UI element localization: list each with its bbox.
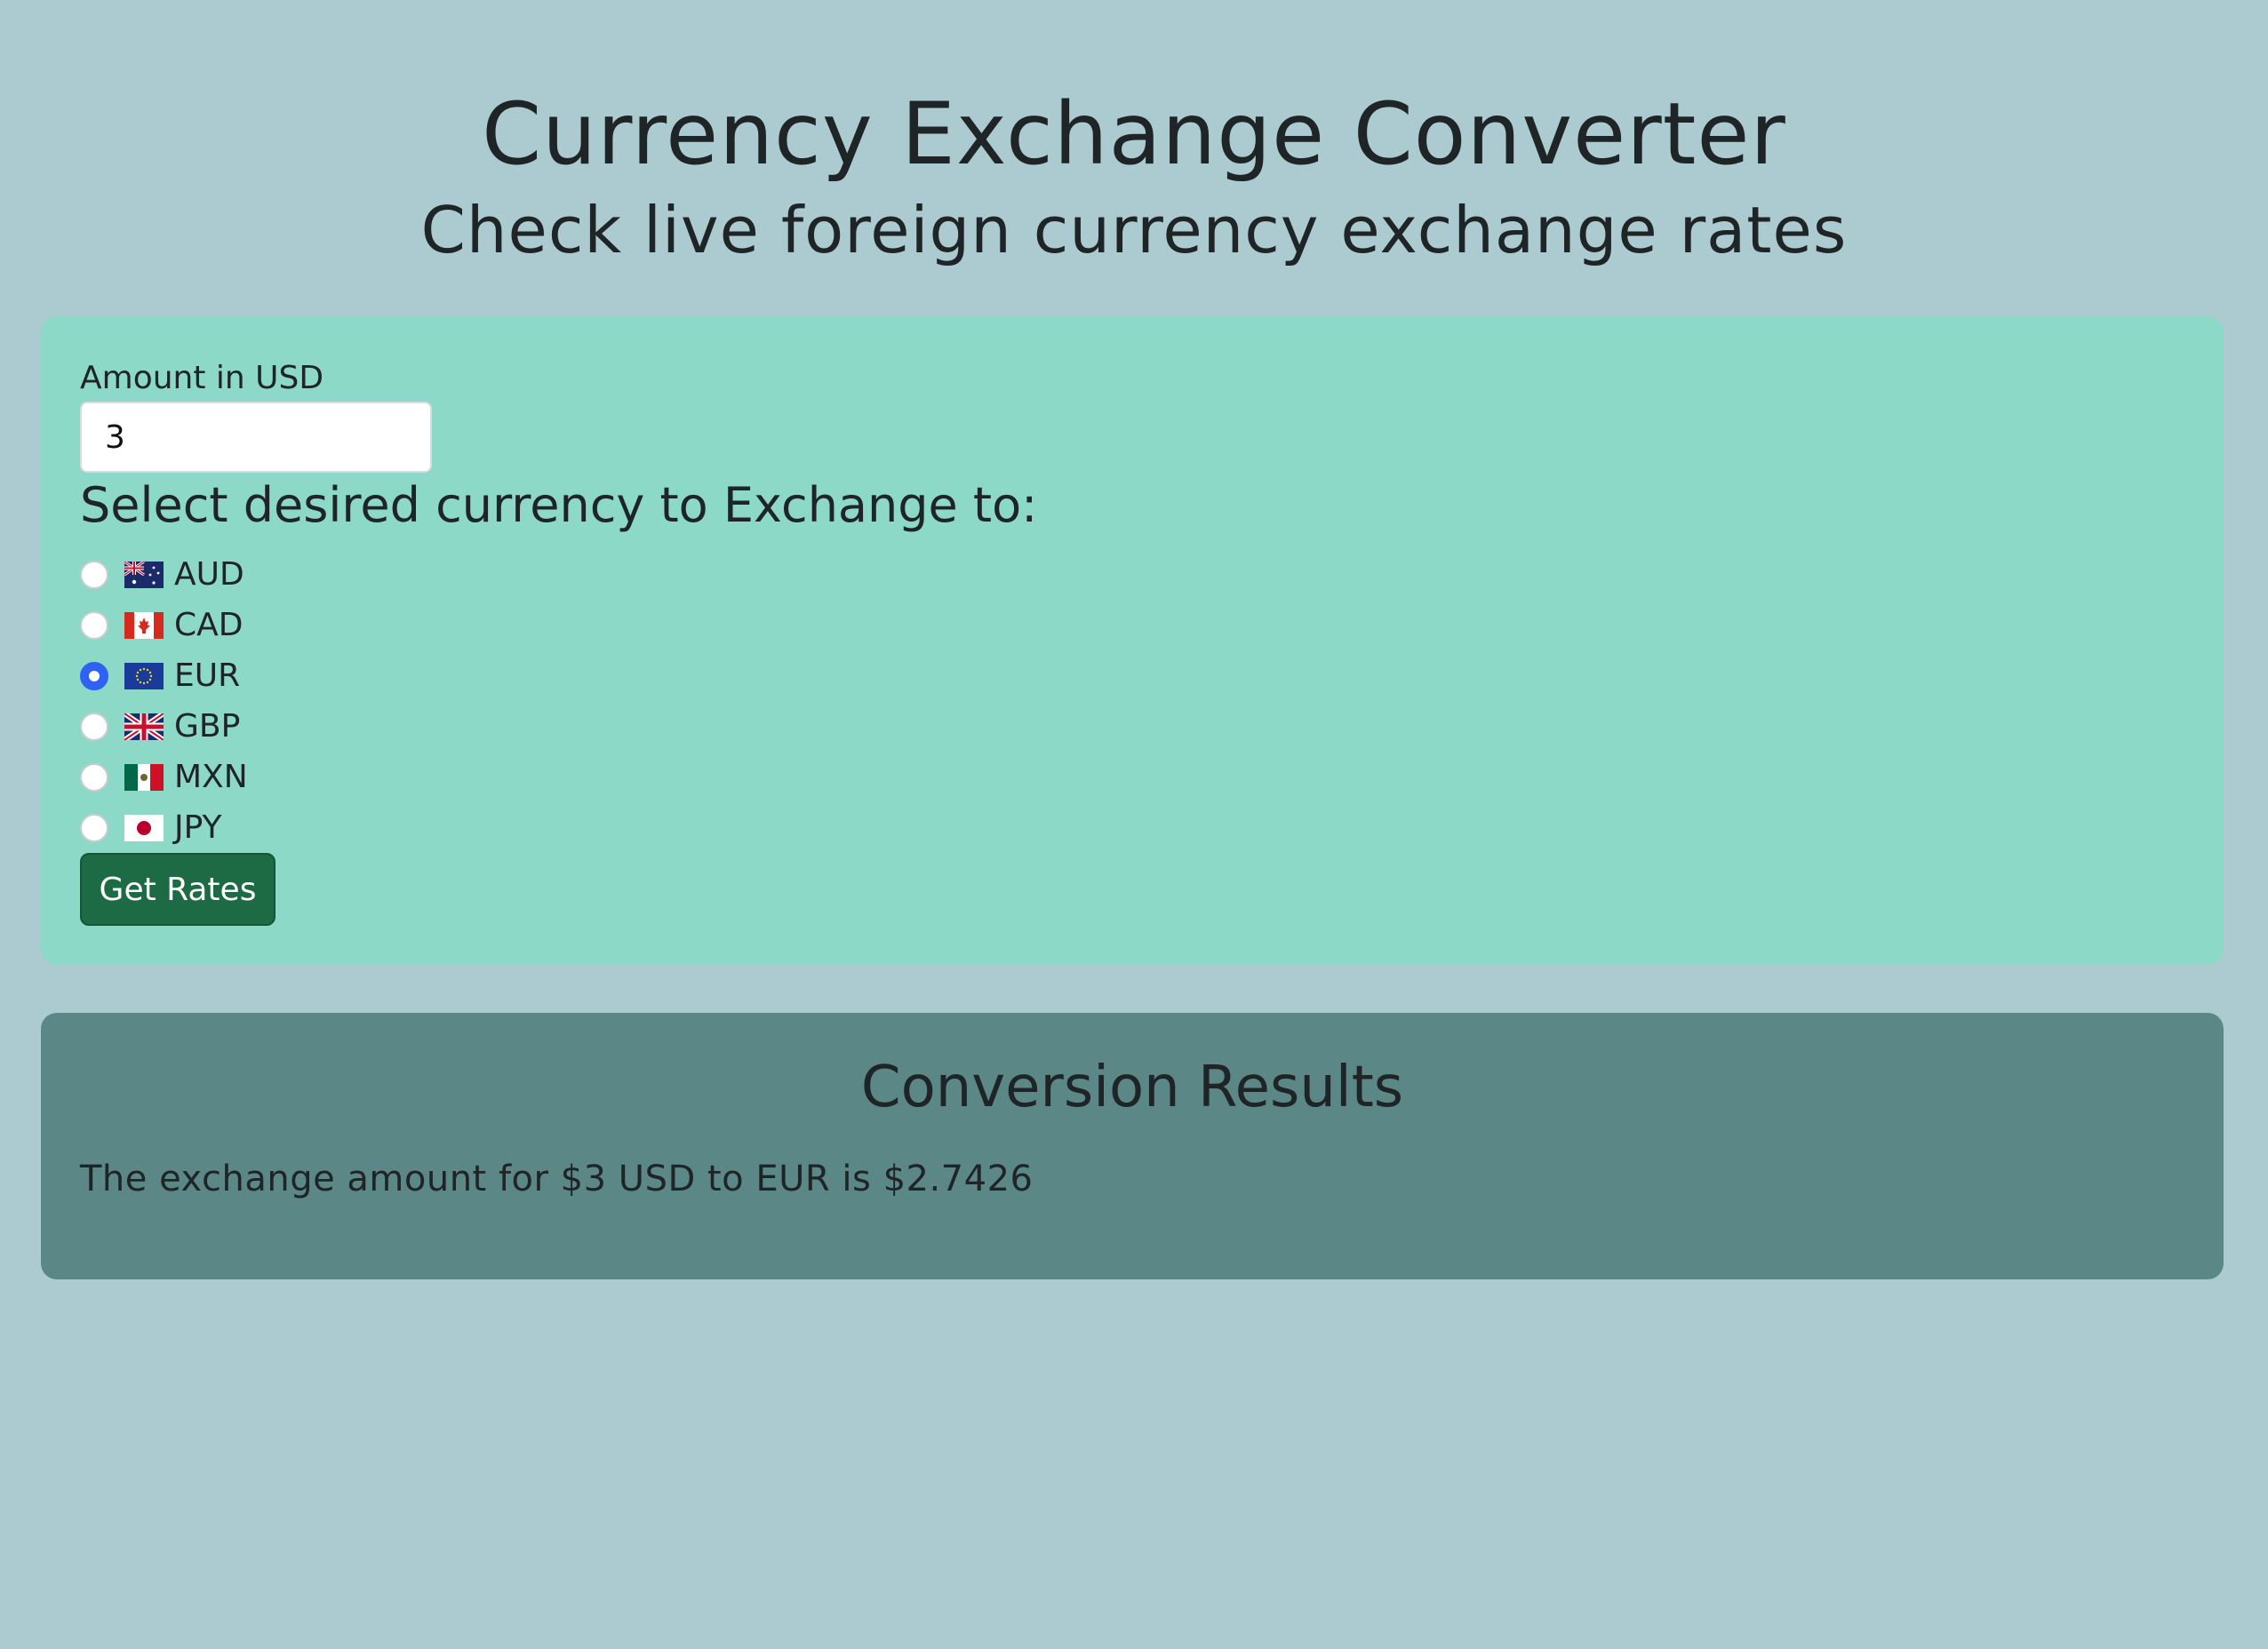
currency-label-jpy: JPY bbox=[174, 809, 222, 846]
page-subtitle: Check live foreign currency exchange rat… bbox=[420, 193, 1848, 267]
radio-eur[interactable] bbox=[80, 661, 108, 690]
results-title: Conversion Results bbox=[860, 1055, 1404, 1120]
results-text: The exchange amount for $3 USD to EUR is… bbox=[80, 1159, 1034, 1199]
radio-cad[interactable] bbox=[80, 610, 108, 640]
radio-mxn[interactable] bbox=[80, 762, 108, 792]
converter-form-card: Amount in USD Select desired currency to… bbox=[41, 316, 2224, 965]
radio-gbp[interactable] bbox=[80, 712, 108, 741]
currency-option-jpy[interactable]: JPY bbox=[80, 802, 248, 853]
currency-label-eur: EUR bbox=[174, 657, 241, 694]
australia-flag-icon bbox=[124, 561, 164, 588]
radio-jpy[interactable] bbox=[80, 813, 108, 842]
currency-label-gbp: GBP bbox=[174, 707, 241, 745]
eu-flag-icon bbox=[124, 662, 164, 689]
currency-radio-group: AUD CAD bbox=[80, 549, 248, 853]
mexico-flag-icon bbox=[124, 763, 164, 791]
radio-aud[interactable] bbox=[80, 560, 108, 589]
get-rates-button[interactable]: Get Rates bbox=[80, 853, 276, 926]
currency-option-mxn[interactable]: MXN bbox=[80, 752, 248, 802]
uk-flag-icon bbox=[124, 713, 164, 740]
currency-option-aud[interactable]: AUD bbox=[80, 549, 248, 600]
page-title: Currency Exchange Converter bbox=[482, 84, 1786, 184]
currency-select-label: Select desired currency to Exchange to: bbox=[80, 477, 1038, 533]
results-card: Conversion Results The exchange amount f… bbox=[41, 1013, 2224, 1279]
japan-flag-icon bbox=[124, 814, 164, 841]
currency-label-aud: AUD bbox=[174, 555, 244, 593]
currency-option-cad[interactable]: CAD bbox=[80, 600, 248, 650]
currency-option-gbp[interactable]: GBP bbox=[80, 701, 248, 752]
currency-label-mxn: MXN bbox=[174, 758, 248, 795]
currency-option-eur[interactable]: EUR bbox=[80, 650, 248, 701]
currency-label-cad: CAD bbox=[174, 606, 244, 643]
amount-input[interactable] bbox=[80, 402, 432, 473]
amount-label: Amount in USD bbox=[80, 360, 324, 396]
canada-flag-icon bbox=[124, 611, 164, 639]
